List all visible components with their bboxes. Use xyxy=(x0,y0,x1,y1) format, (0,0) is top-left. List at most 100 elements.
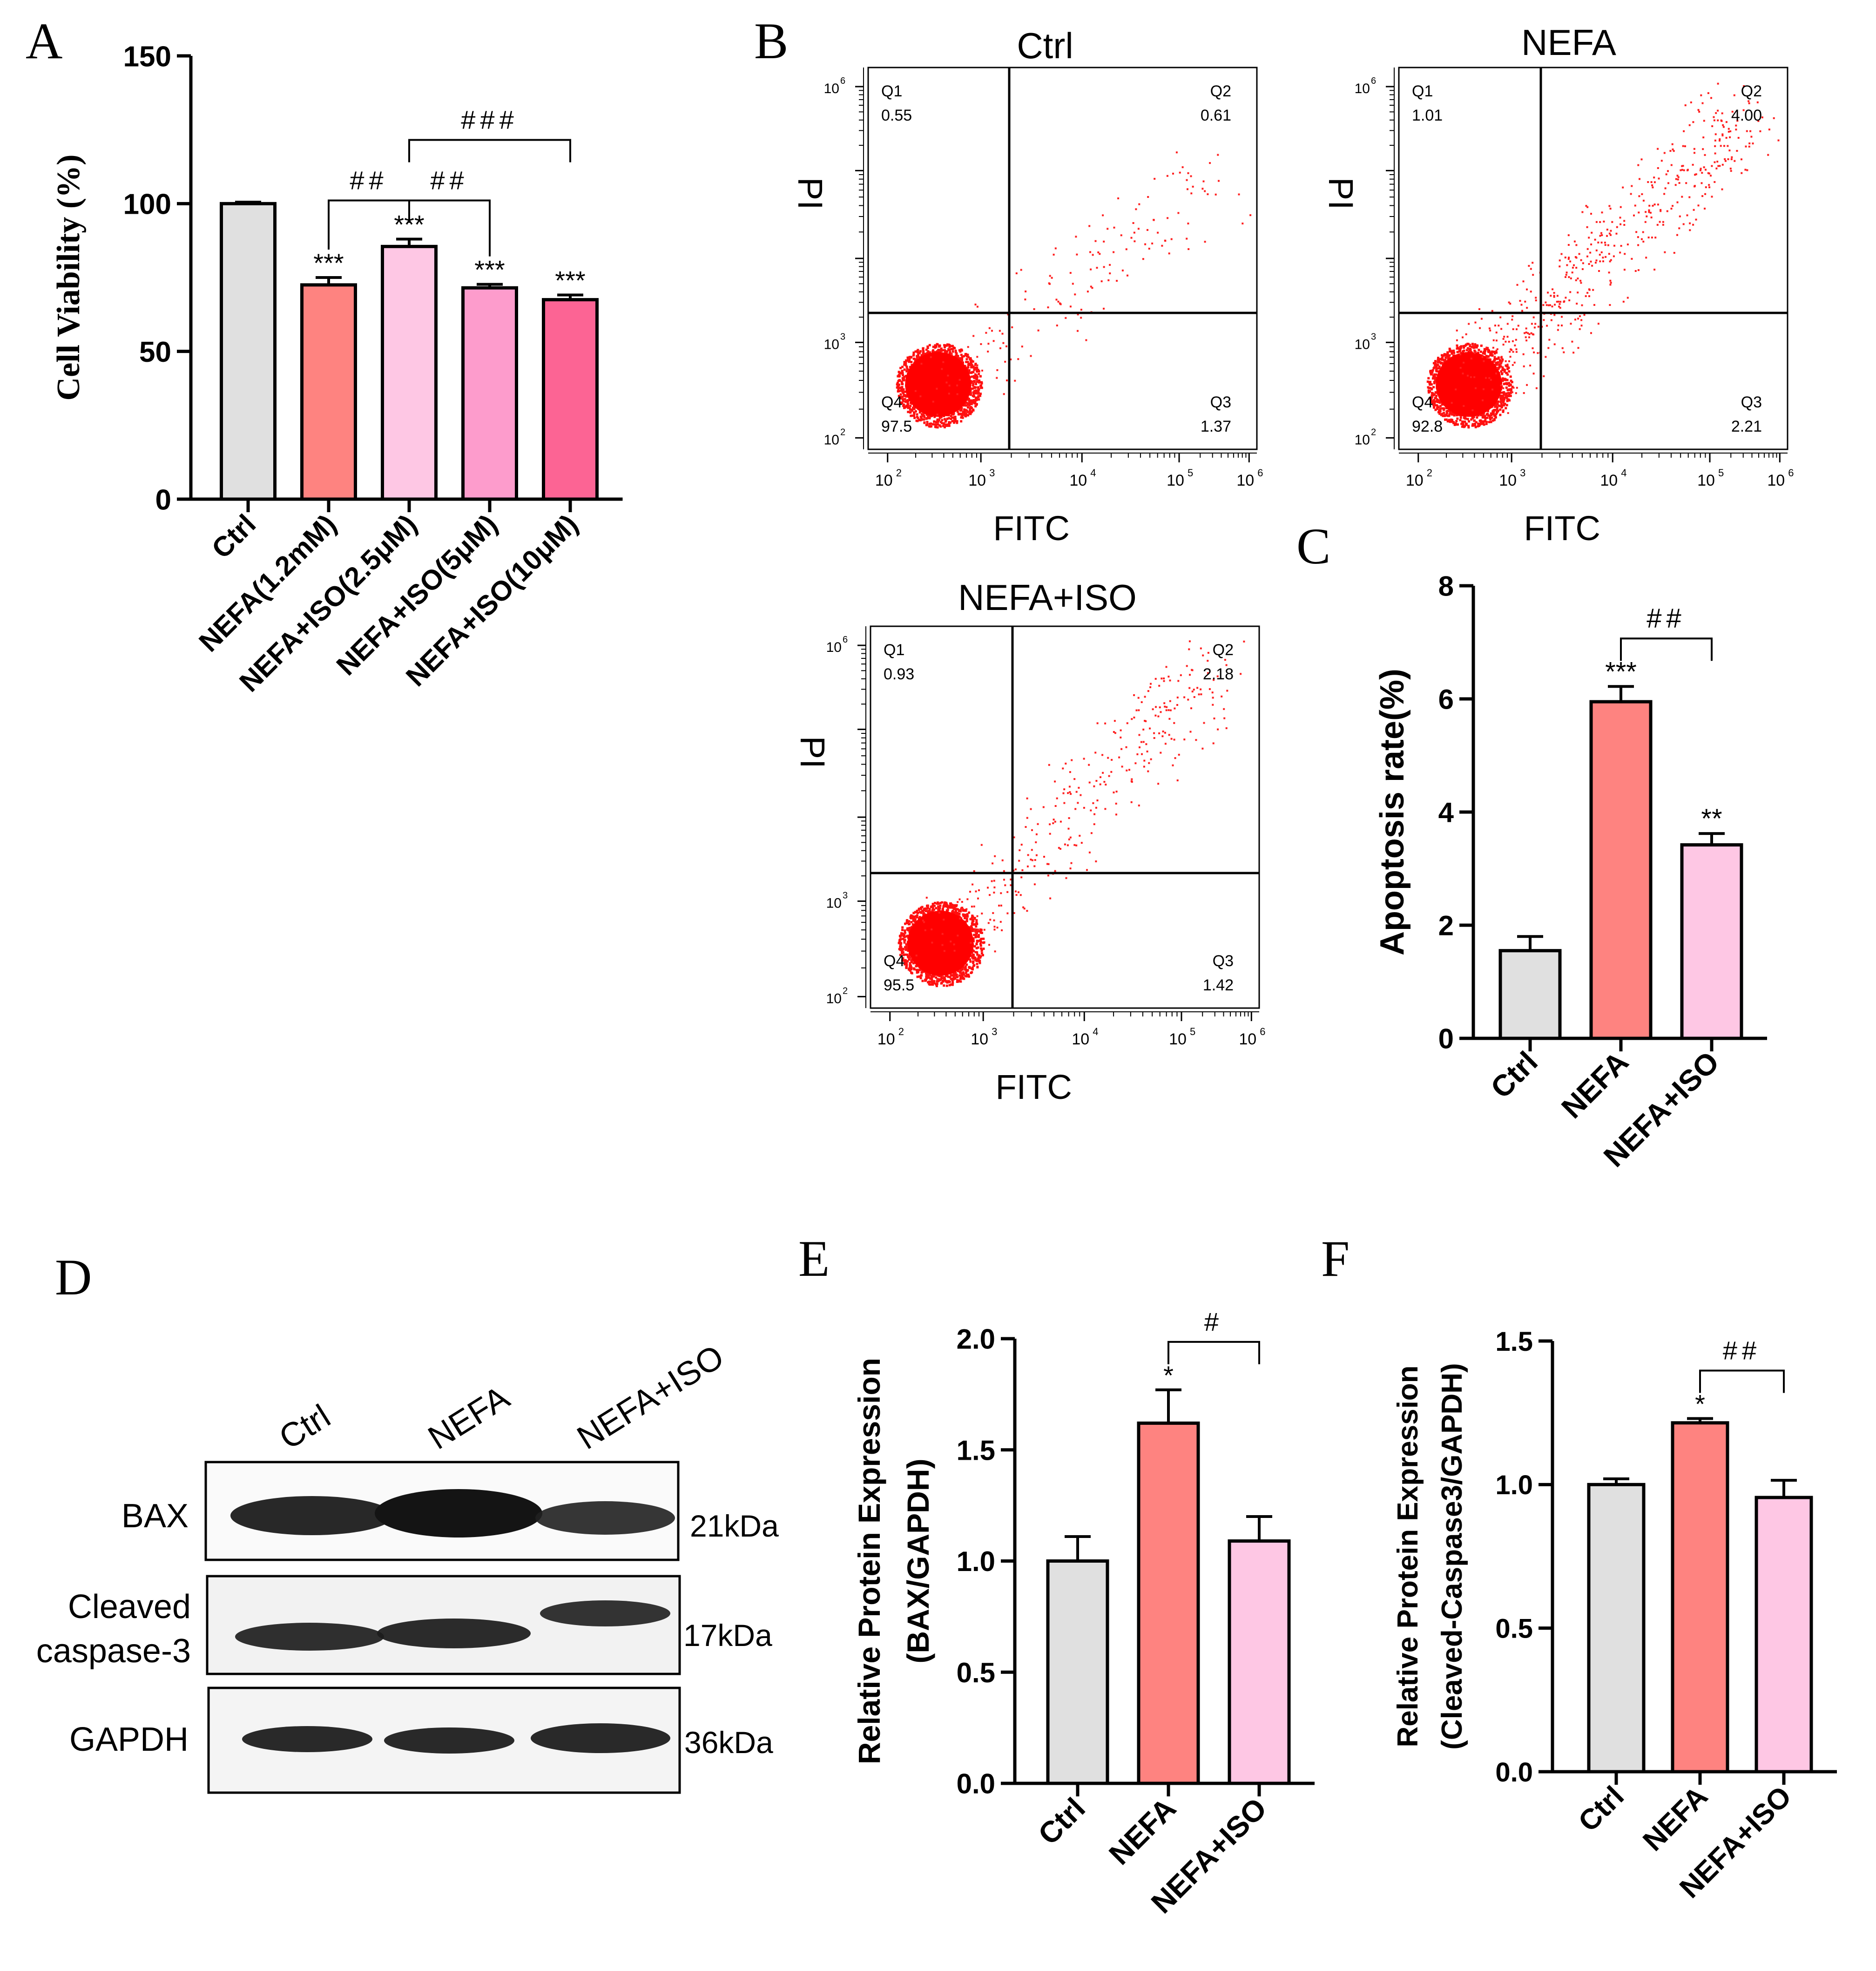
panel-f-y-axis-label: Relative Protein Expression xyxy=(1392,1365,1424,1747)
flow-ctrl-x-tick-label: 10 xyxy=(1167,472,1184,489)
panel-a-y-tick-label: 100 xyxy=(123,189,171,221)
flow-nefa-iso-y-axis-label: PI xyxy=(793,736,832,769)
flow-nefa-iso-y-tick-label: 10 xyxy=(826,895,842,911)
flow-ctrl-quadrant-q3: Q3 xyxy=(1210,393,1231,411)
band-gapdh-nefa-iso xyxy=(531,1723,670,1753)
panel-f-x-tick-label-ctrl: Ctrl xyxy=(1572,1780,1630,1838)
flow-nefa-iso-y-tick-label: 10 xyxy=(826,640,842,655)
panel-c-y-tick-label: 4 xyxy=(1438,797,1454,828)
panel-c-bar-nefa-iso xyxy=(1680,843,1743,1040)
flow-ctrl-quadrant-q2: Q2 xyxy=(1210,82,1231,100)
panel-a-bar-nefa-1-2mm xyxy=(300,283,357,501)
flow-nefa-iso-quadrant-q3: Q3 xyxy=(1213,952,1234,970)
flow-ctrl-quadrant-q1: Q1 xyxy=(881,82,902,100)
panel-a-bracket-2 xyxy=(408,199,491,257)
panel-a-y-axis-label: Cell Viability (%) xyxy=(51,155,87,401)
flow-ctrl-quadrant-value-q1: 0.55 xyxy=(881,107,912,124)
band-caspase3-nefa-iso xyxy=(540,1600,670,1626)
flow-ctrl-y-tick-exp: 3 xyxy=(840,332,845,342)
flow-ctrl-x-tick-exp: 3 xyxy=(989,467,995,479)
flow-nefa-quadrant-value-q4: 92.8 xyxy=(1412,418,1443,435)
chart-f-caspase3-expression: 0.0 0.5 1.0 1.5 Relative Protein Expression (… xyxy=(1392,1327,1837,1904)
panel-e-significance-nefa: * xyxy=(1163,1361,1174,1390)
flow-nefa-iso-x-axis-label: FITC xyxy=(995,1068,1072,1106)
flow-nefa-x-tick-exp: 6 xyxy=(1788,467,1794,479)
panel-c-x-tick-label-nefa: NEFA xyxy=(1555,1045,1635,1125)
panel-a-significance-nefa-1-2mm: *** xyxy=(313,248,344,278)
panel-a-bar-nefa-iso-10-m xyxy=(542,298,599,501)
panel-c-bar-nefa xyxy=(1589,700,1653,1040)
flow-ctrl-x-axis-label: FITC xyxy=(993,509,1069,548)
flow-nefa-x-axis-label: FITC xyxy=(1524,509,1600,548)
panel-a-bracket-3 xyxy=(408,139,571,163)
flow-nefa-x-tick-label: 10 xyxy=(1406,472,1424,489)
panel-f-x-tick-label-nefa: NEFA xyxy=(1637,1780,1714,1857)
panel-letter-d: D xyxy=(55,1249,92,1306)
flow-nefa-iso-x-tick-exp: 5 xyxy=(1190,1026,1195,1037)
panel-e-y-tick-label: 1.0 xyxy=(957,1546,995,1577)
panel-c-y-tick-label: 6 xyxy=(1438,684,1454,715)
flow-nefa-iso-quadrant-value-q3: 1.42 xyxy=(1203,976,1234,994)
flow-nefa-y-tick-label: 10 xyxy=(1355,432,1370,447)
panel-f-bar-ctrl xyxy=(1587,1483,1646,1774)
panel-e-y-tick-label: 0.0 xyxy=(957,1768,995,1800)
panel-e-y-tick-label: 2.0 xyxy=(957,1324,995,1355)
panel-e-bar-nefa-iso xyxy=(1228,1539,1291,1785)
flow-ctrl-quadrant-value-q4: 97.5 xyxy=(881,418,912,435)
panel-f-y-axis-label-2: (Cleaved-Caspase3/GAPDH) xyxy=(1436,1363,1468,1749)
flow-nefa-quadrant-q1: Q1 xyxy=(1412,82,1433,100)
flow-ctrl-x-tick-label: 10 xyxy=(875,472,893,489)
size-label-gapdh: 36kDa xyxy=(684,1725,773,1760)
panel-e-y-axis-label: Relative Protein Expression xyxy=(852,1358,886,1764)
panel-letter-c: C xyxy=(1296,518,1330,575)
flow-nefa-iso-sparse-points xyxy=(910,640,1245,981)
flow-nefa-iso-x-tick-label: 10 xyxy=(1169,1030,1187,1048)
flow-nefa-iso-quadrant-q1: Q1 xyxy=(884,641,904,659)
panel-letter-b: B xyxy=(754,13,788,69)
flow-ctrl-y-tick-label: 10 xyxy=(824,432,839,447)
panel-letter-f: F xyxy=(1321,1230,1350,1287)
panel-f-bracket-1 xyxy=(1699,1369,1785,1393)
panel-c-significance-nefa-iso: ** xyxy=(1701,804,1722,834)
flow-nefa-y-tick-exp: 2 xyxy=(1371,427,1376,437)
lane-label-nefa-iso: NEFA+ISO xyxy=(571,1338,730,1457)
flow-nefa-iso-x-tick-label: 10 xyxy=(1239,1030,1256,1048)
panel-c-x-tick-label-ctrl: Ctrl xyxy=(1484,1045,1544,1105)
flow-nefa-iso-quadrant-q4: Q4 xyxy=(884,952,904,970)
flow-ctrl-y-tick-exp: 2 xyxy=(840,427,845,437)
band-caspase3-nefa xyxy=(377,1619,531,1648)
panel-f-y-tick-label: 0.5 xyxy=(1495,1614,1533,1644)
flow-nefa-quadrant-q2: Q2 xyxy=(1741,82,1762,100)
flow-nefa-y-tick-exp: 6 xyxy=(1371,76,1376,86)
panel-c-bracket-1 xyxy=(1620,637,1713,661)
flow-nefa-iso-x-tick-label: 10 xyxy=(971,1030,988,1048)
flow-nefa-iso-frame xyxy=(870,625,1260,1009)
flow-nefa-quadrant-q3: Q3 xyxy=(1741,393,1762,411)
panel-e-y-tick-label: 0.5 xyxy=(957,1657,995,1688)
panel-a-bar-ctrl xyxy=(220,202,277,501)
flow-nefa-quadrant-value-q1: 1.01 xyxy=(1412,107,1443,124)
flow-nefa-x-tick-exp: 2 xyxy=(1427,467,1432,479)
panel-e-bracket-label-1: # xyxy=(1204,1307,1223,1336)
row-label-caspase3-line2: caspase-3 xyxy=(36,1632,191,1670)
flow-nefa-x-tick-exp: 4 xyxy=(1621,467,1626,479)
panel-e-bracket-1 xyxy=(1167,1341,1260,1364)
chart-e-bax-expression: 0.0 0.5 1.0 1.5 2.0 Relative Protein Expressi… xyxy=(852,1307,1315,1920)
panel-e-x-tick-label-ctrl: Ctrl xyxy=(1032,1791,1092,1851)
flow-ctrl-y-tick-exp: 6 xyxy=(840,76,845,86)
panel-c-y-tick-label: 2 xyxy=(1438,910,1454,941)
band-bax-ctrl xyxy=(230,1496,393,1535)
flow-nefa-x-tick-label: 10 xyxy=(1767,472,1785,489)
row-label-caspase3-line1: Cleaved xyxy=(68,1588,191,1626)
panel-a-y-tick-label: 50 xyxy=(139,336,171,368)
flow-nefa-y-axis-label: PI xyxy=(1322,177,1360,210)
panel-a-y-tick-label: 150 xyxy=(123,41,171,73)
size-label-bax: 21kDa xyxy=(690,1509,779,1543)
flow-ctrl-title: Ctrl xyxy=(1017,25,1073,66)
flow-ctrl-x-tick-label: 10 xyxy=(1069,472,1087,489)
flow-nefa-iso-y-tick-exp: 6 xyxy=(843,635,848,645)
panel-letter-a: A xyxy=(26,13,62,69)
panel-a-significance-nefa-iso-10-m: *** xyxy=(555,265,585,295)
western-blot: Ctrl NEFA NEFA+ISO BAX 21kDa Cleaved cas… xyxy=(36,1338,779,1794)
